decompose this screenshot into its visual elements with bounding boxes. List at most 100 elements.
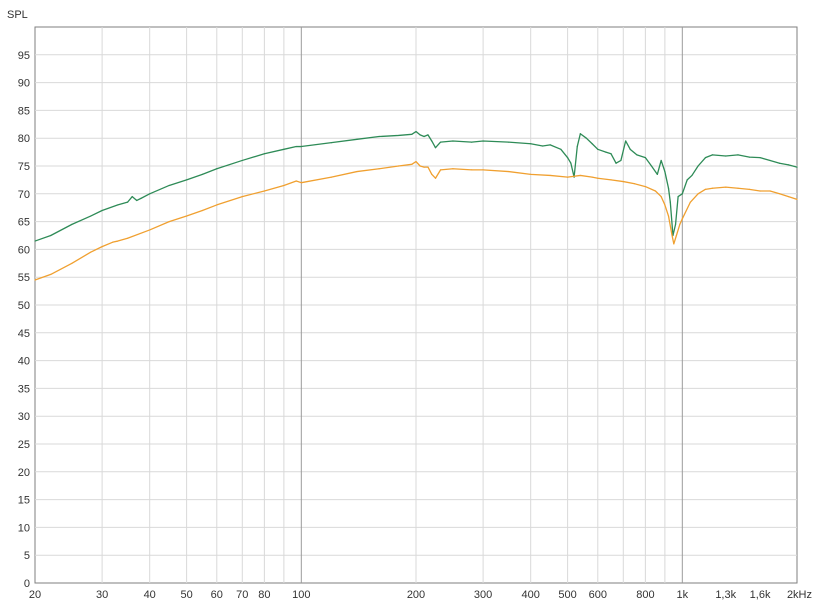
data-point bbox=[615, 162, 617, 164]
data-point bbox=[378, 168, 380, 170]
y-tick-label: 10 bbox=[18, 522, 30, 534]
x-tick-label: 400 bbox=[522, 589, 540, 601]
data-point bbox=[579, 174, 581, 177]
data-point bbox=[508, 170, 510, 173]
data-point bbox=[725, 186, 727, 188]
data-point bbox=[131, 195, 133, 198]
data-point bbox=[597, 177, 599, 179]
data-point bbox=[149, 229, 151, 231]
data-point bbox=[112, 241, 114, 243]
y-tick-label: 65 bbox=[18, 217, 30, 229]
y-tick-label: 55 bbox=[18, 272, 30, 284]
x-tick-label: 2kHz bbox=[787, 589, 812, 601]
data-point bbox=[737, 154, 739, 156]
data-point bbox=[530, 143, 532, 145]
x-tick-label: 70 bbox=[236, 589, 248, 601]
data-point bbox=[660, 159, 662, 162]
data-point bbox=[434, 147, 437, 149]
series-layer bbox=[34, 130, 798, 281]
y-axis-title: SPL bbox=[7, 9, 28, 21]
data-point bbox=[634, 183, 636, 185]
y-tick-label: 95 bbox=[18, 50, 30, 62]
x-tick-label: 800 bbox=[636, 589, 654, 601]
data-point bbox=[136, 199, 138, 202]
data-point bbox=[419, 165, 421, 167]
data-point bbox=[241, 195, 243, 198]
data-point bbox=[697, 165, 699, 167]
data-point bbox=[427, 166, 429, 168]
x-tick-labels: 20 30 40 50 60 70 80 100 200 300 400 500 600 800 1k 1,3… bbox=[29, 589, 812, 601]
data-point bbox=[759, 190, 761, 192]
data-point bbox=[787, 195, 790, 198]
data-point bbox=[263, 153, 265, 155]
data-point bbox=[796, 166, 798, 168]
y-tick-label: 60 bbox=[18, 244, 30, 256]
y-tick-label: 80 bbox=[18, 133, 30, 145]
y-tick-label: 15 bbox=[18, 495, 30, 507]
x-tick-label: 300 bbox=[474, 589, 492, 601]
data-point bbox=[605, 151, 607, 153]
data-point bbox=[679, 223, 681, 225]
y-tick-label: 45 bbox=[18, 328, 30, 340]
data-point bbox=[378, 135, 380, 138]
data-point bbox=[397, 134, 400, 137]
data-point bbox=[186, 215, 188, 217]
y-tick-label: 5 bbox=[24, 550, 30, 562]
data-point bbox=[759, 157, 761, 159]
data-point bbox=[796, 198, 798, 200]
data-point bbox=[411, 133, 413, 135]
data-point bbox=[34, 240, 36, 242]
x-tick-label: 600 bbox=[589, 589, 607, 601]
data-point bbox=[677, 195, 679, 198]
y-tick-labels: 0 5 10 15 20 25 30 35 40 45 50 55 60 65 70 75 80 85 90 95 bbox=[18, 50, 30, 590]
data-point bbox=[576, 145, 578, 148]
data-point bbox=[673, 243, 675, 245]
data-point bbox=[295, 180, 297, 182]
data-point bbox=[549, 144, 551, 146]
x-tick-label: 40 bbox=[144, 589, 156, 601]
data-point bbox=[439, 141, 442, 143]
data-point bbox=[427, 134, 429, 136]
data-point bbox=[579, 133, 581, 135]
data-point bbox=[295, 145, 297, 148]
data-point bbox=[778, 162, 781, 164]
data-point bbox=[671, 234, 673, 237]
data-point bbox=[667, 187, 670, 189]
data-point bbox=[748, 188, 751, 190]
data-point bbox=[787, 164, 790, 166]
x-tick-label: 60 bbox=[211, 589, 223, 601]
data-point bbox=[622, 180, 624, 183]
data-point bbox=[300, 145, 302, 148]
x-tick-label: 30 bbox=[96, 589, 108, 601]
x-tick-label: 500 bbox=[558, 589, 576, 601]
x-tick-label: 1,3k bbox=[715, 589, 736, 601]
data-point bbox=[697, 193, 699, 195]
data-point bbox=[567, 157, 569, 159]
data-point bbox=[674, 223, 677, 225]
data-point bbox=[689, 201, 691, 203]
data-point bbox=[669, 201, 671, 203]
data-point bbox=[644, 185, 646, 188]
data-point bbox=[263, 190, 265, 192]
y-tick-label: 0 bbox=[24, 578, 30, 590]
data-point bbox=[300, 182, 302, 184]
data-point bbox=[201, 173, 203, 175]
data-point bbox=[241, 159, 243, 162]
data-point bbox=[356, 138, 358, 140]
data-point bbox=[168, 221, 170, 223]
data-point bbox=[330, 176, 333, 178]
y-tick-label: 30 bbox=[18, 411, 30, 423]
data-point bbox=[415, 130, 417, 133]
data-point bbox=[482, 140, 484, 142]
data-point bbox=[90, 251, 92, 253]
x-tick-label: 1k bbox=[676, 589, 688, 601]
data-point bbox=[560, 148, 562, 150]
data-point bbox=[101, 246, 103, 248]
data-point bbox=[686, 179, 688, 181]
y-tick-label: 70 bbox=[18, 189, 30, 201]
data-point bbox=[452, 168, 454, 170]
data-point bbox=[397, 165, 400, 167]
data-point bbox=[549, 174, 551, 177]
data-point bbox=[681, 193, 683, 195]
